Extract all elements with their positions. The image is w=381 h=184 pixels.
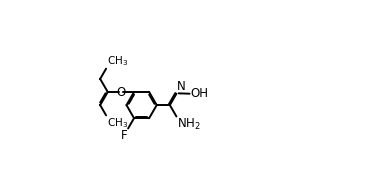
Text: O: O [116,86,125,98]
Text: OH: OH [190,87,208,100]
Text: NH$_2$: NH$_2$ [177,117,201,132]
Text: N: N [177,80,186,93]
Text: CH$_3$: CH$_3$ [107,54,128,68]
Text: CH$_3$: CH$_3$ [107,116,128,130]
Text: F: F [121,129,128,142]
